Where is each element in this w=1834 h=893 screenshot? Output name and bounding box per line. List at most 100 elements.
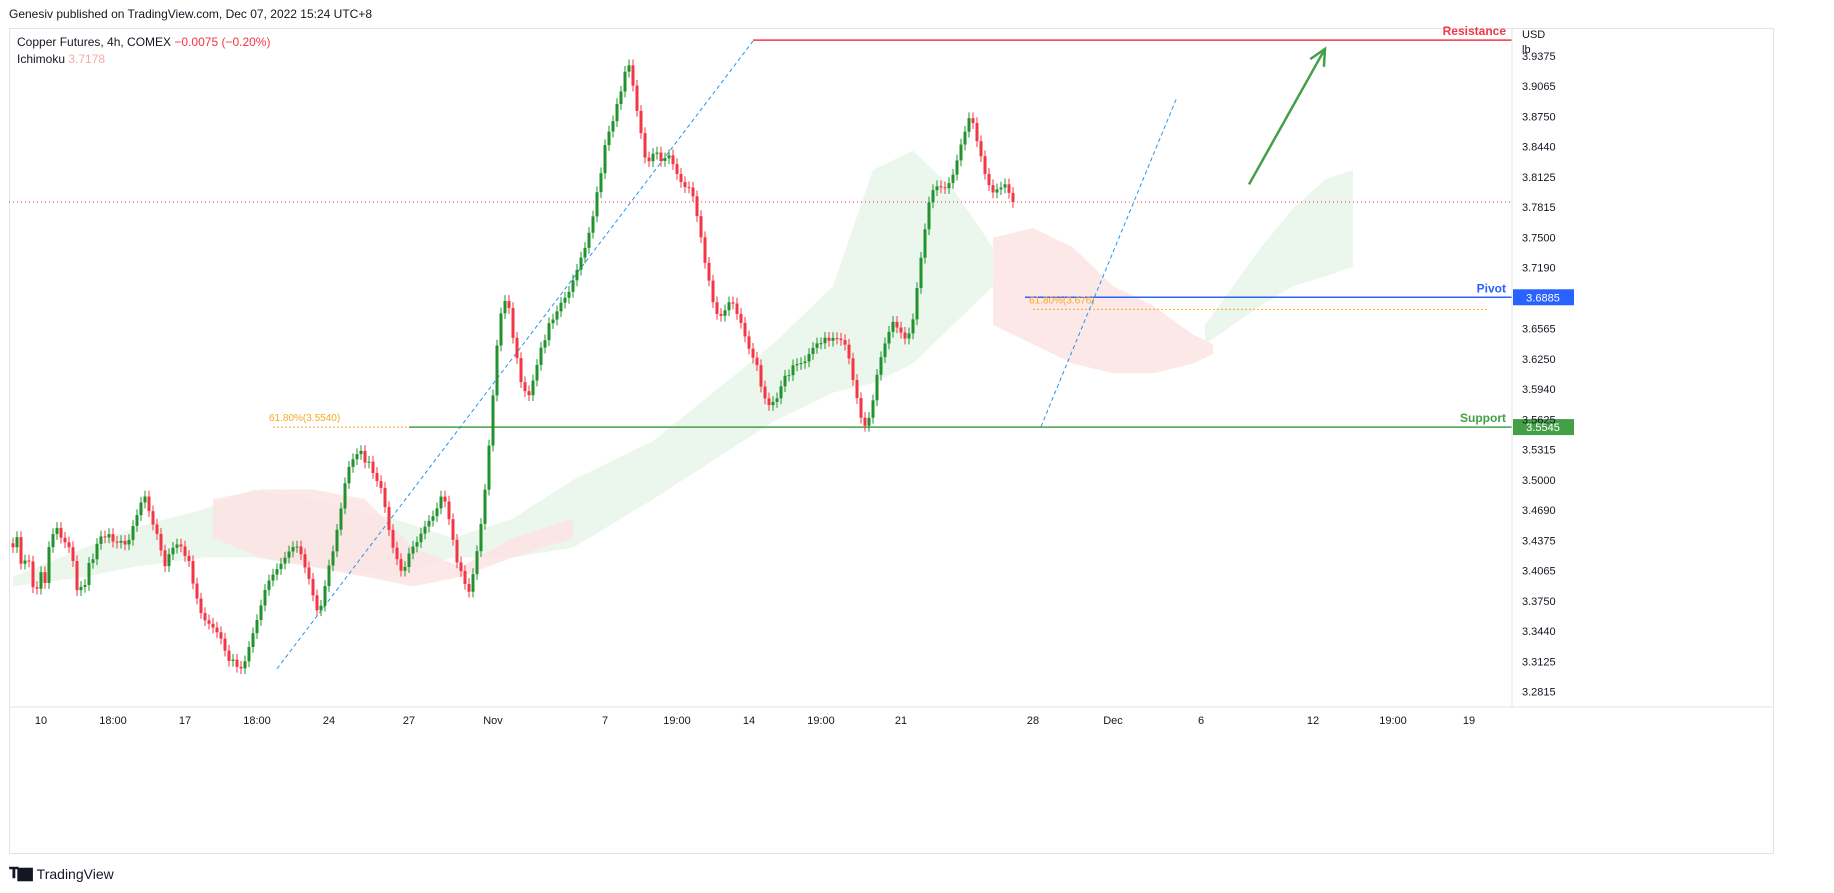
candle (115, 535, 119, 549)
price-tick-label: 3.7500 (1522, 233, 1556, 245)
candle (391, 524, 395, 554)
candle-body (719, 313, 723, 316)
time-tick-label: 24 (323, 715, 335, 727)
candle (783, 369, 787, 393)
candle (975, 117, 979, 147)
candle (87, 557, 91, 591)
candle (795, 358, 799, 372)
candle-body (663, 158, 667, 161)
indicator-name[interactable]: Ichimoku (17, 52, 66, 66)
chart-area[interactable] (9, 28, 1774, 854)
candle (535, 359, 539, 387)
candle-body (787, 375, 791, 377)
candle-body (359, 450, 363, 455)
candle-body (119, 540, 123, 543)
footer-brand[interactable]: 𝐓▇ TradingView (9, 865, 114, 882)
candle-body (487, 445, 491, 490)
candle (767, 392, 771, 411)
candle (103, 530, 107, 544)
time-tick-label: 28 (1027, 715, 1039, 727)
candle (739, 308, 743, 329)
candle-body (627, 65, 631, 72)
candle (311, 573, 315, 602)
time-tick-label: Nov (483, 715, 503, 727)
candle-body (147, 496, 151, 512)
candle-body (703, 237, 707, 263)
candle-body (455, 539, 459, 563)
candle (11, 537, 15, 553)
candle (791, 359, 795, 381)
candle-body (467, 583, 471, 592)
candle-body (1007, 184, 1011, 193)
candle (71, 541, 75, 567)
candle (123, 535, 127, 551)
currency-label: USD (1522, 29, 1545, 41)
candle (543, 334, 547, 354)
candle-body (403, 567, 407, 571)
candle-body (291, 546, 295, 552)
candle (863, 411, 867, 432)
candle-body (479, 523, 483, 552)
candle (295, 540, 299, 553)
candle-body (207, 620, 211, 624)
candle-body (499, 313, 503, 346)
candle-body (91, 559, 95, 563)
candle (923, 223, 927, 264)
candle-body (867, 417, 871, 426)
candle (523, 376, 527, 397)
candle (907, 327, 911, 345)
price-tick-label: 3.8125 (1522, 172, 1556, 184)
candle (807, 348, 811, 368)
candle-body (647, 157, 651, 162)
candle (711, 274, 715, 309)
candle (679, 168, 683, 188)
symbol-title[interactable]: Copper Futures, 4h, COMEX (17, 35, 172, 49)
candle (819, 337, 823, 350)
candle (659, 146, 663, 167)
candle-body (667, 155, 671, 159)
level-price-pivot: 3.6885 (1526, 292, 1560, 304)
candle (707, 256, 711, 287)
candle-body (995, 189, 999, 193)
candle-body (11, 543, 15, 548)
candle (915, 282, 919, 326)
candle (895, 316, 899, 334)
price-change: −0.0075 (−0.20%) (174, 35, 271, 49)
candle (239, 660, 243, 675)
candle (495, 339, 499, 402)
candle (1011, 187, 1015, 208)
price-tick-label: 3.7190 (1522, 263, 1556, 275)
level-label-support: Support (1460, 411, 1506, 425)
candle (31, 555, 35, 593)
tradingview-logo-icon: 𝐓▇ (9, 865, 33, 882)
candle-body (367, 461, 371, 463)
candle-body (215, 627, 219, 633)
candle (927, 196, 931, 236)
price-tick-label: 3.5000 (1522, 475, 1556, 487)
candle-body (283, 557, 287, 564)
candle (283, 551, 287, 570)
candle-body (939, 186, 943, 188)
candle-body (335, 529, 339, 552)
candle (447, 495, 451, 525)
candle-body (871, 400, 875, 418)
candle-body (187, 555, 191, 562)
candle-body (311, 578, 315, 596)
candle (1003, 178, 1007, 194)
candle-body (715, 302, 719, 314)
candle (375, 467, 379, 487)
level-label-pivot: Pivot (1477, 281, 1506, 295)
candle-body (171, 547, 175, 555)
level-price-support: 3.5545 (1526, 422, 1560, 434)
candle (179, 538, 183, 553)
candle (743, 317, 747, 343)
candle-body (567, 291, 571, 298)
candle-body (491, 395, 495, 446)
candle (463, 565, 467, 590)
candle (935, 180, 939, 196)
candle-body (339, 508, 343, 530)
candle (487, 439, 491, 496)
candle (887, 326, 891, 350)
candle (315, 589, 319, 617)
